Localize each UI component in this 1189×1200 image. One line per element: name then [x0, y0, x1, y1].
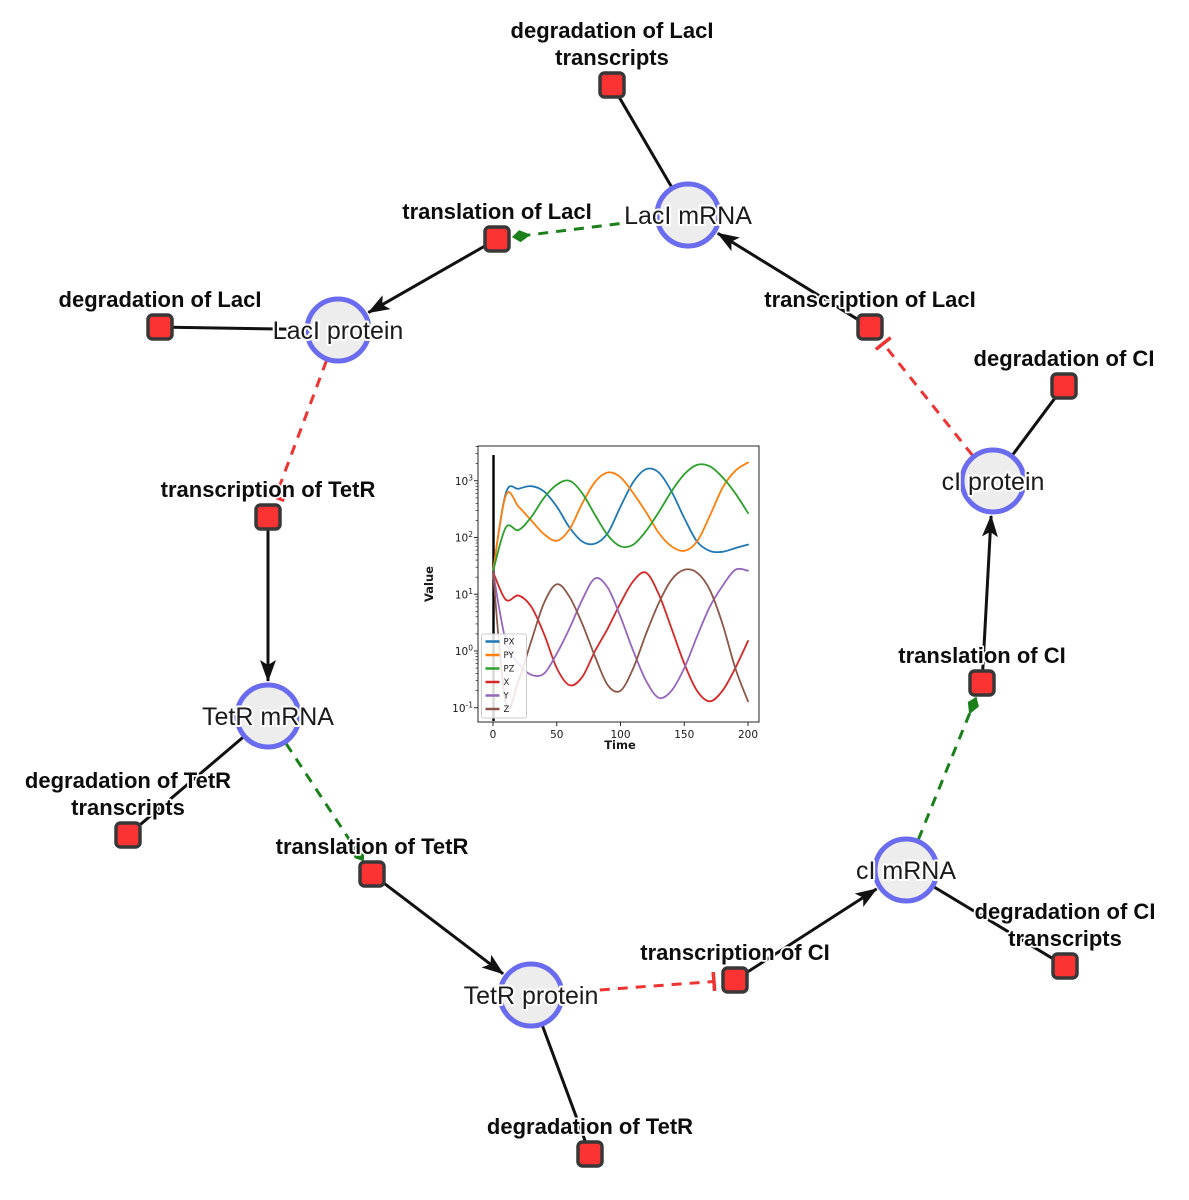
reaction-label-translation-ci-line0: translation of CI — [898, 643, 1065, 668]
reaction-label-translation-laci-line0: translation of LacI — [402, 199, 591, 224]
edge-laci-mrna-to-deg-laci-transcripts — [616, 93, 673, 188]
plot-curve-Y — [492, 567, 749, 700]
reaction-node-deg-tetr-transcripts[interactable] — [114, 821, 142, 849]
edge-transcription-ci-to-ci-mrna — [744, 887, 878, 975]
edge-tetr-mrna-to-deg-tetr-transcripts — [135, 736, 244, 830]
reaction-node-transcription-laci[interactable] — [856, 313, 884, 341]
edge-tetr-protein-to-transcription-ci — [563, 971, 717, 995]
reaction-node-translation-ci[interactable] — [968, 669, 996, 697]
plot-axes-box — [477, 445, 760, 723]
nodes-layer — [114, 71, 1079, 1168]
plot-curve-X — [492, 570, 749, 703]
legend-label-PX: PX — [504, 638, 515, 648]
species-node-tetr-protein[interactable] — [497, 961, 565, 1029]
y-tick-label: 102 — [455, 530, 473, 545]
species-label-ci-mrna: cI mRNA — [856, 857, 956, 885]
reaction-label-deg-ci-transcripts-line1: transcripts — [1008, 926, 1122, 951]
edge-tetr-mrna-to-translation-tetr — [284, 742, 365, 862]
species-label-laci-protein: LacI protein — [273, 317, 404, 345]
reaction-label-deg-tetr-transcripts-line0: degradation of TetR — [25, 768, 231, 793]
edge-ci-mrna-to-translation-ci — [917, 696, 979, 840]
species-node-ci-protein[interactable] — [959, 447, 1027, 515]
x-tick-label: 50 — [550, 729, 563, 741]
species-label-ci-protein: cI protein — [942, 468, 1045, 496]
x-tick-label: 150 — [674, 729, 694, 741]
x-axis-label: Time — [604, 738, 636, 752]
reaction-node-translation-laci[interactable] — [483, 225, 511, 253]
edges-layer — [135, 93, 1059, 1145]
edge-laci-protein-to-transcription-tetr — [265, 360, 328, 503]
y-axis-label: Value — [422, 566, 436, 602]
edge-translation-ci-to-ci-protein — [981, 514, 998, 672]
reaction-label-transcription-ci-line0: transcription of CI — [640, 940, 829, 965]
reaction-label-translation-tetr-line0: translation of TetR — [276, 834, 469, 859]
legend-label-Y: Y — [503, 692, 510, 702]
edge-translation-laci-to-laci-protein — [367, 243, 488, 314]
edge-translation-tetr-to-tetr-protein — [380, 880, 505, 975]
plot-curve-PY — [492, 461, 749, 573]
species-node-laci-mrna[interactable] — [654, 181, 722, 249]
reaction-label-deg-laci-transcripts-line1: transcripts — [555, 45, 669, 70]
plot-curve-PZ — [492, 463, 749, 573]
edge-ci-protein-to-transcription-laci — [874, 336, 974, 457]
edge-ci-mrna-to-deg-ci-transcripts — [933, 885, 1057, 962]
species-node-tetr-mrna[interactable] — [234, 682, 302, 750]
reaction-label-transcription-laci-line0: transcription of LacI — [764, 287, 975, 312]
y-tick-label: 103 — [455, 473, 473, 488]
edge-ci-protein-to-deg-ci — [1011, 393, 1059, 456]
legend-label-X: X — [504, 678, 510, 688]
y-tick-label: 100 — [455, 644, 473, 659]
reaction-label-deg-tetr-transcripts-line1: transcripts — [71, 795, 185, 820]
labels-layer: LacI mRNA LacI protein cI protein TetR mRNA… — [23, 16, 1157, 1141]
reaction-node-deg-tetr[interactable] — [576, 1140, 604, 1168]
reaction-node-deg-ci-transcripts[interactable] — [1051, 952, 1079, 980]
x-tick-label: 0 — [490, 729, 497, 741]
species-node-laci-protein[interactable] — [304, 296, 372, 364]
reaction-node-translation-tetr[interactable] — [358, 860, 386, 888]
legend-label-PZ: PZ — [504, 665, 515, 675]
reaction-label-transcription-tetr-line0: transcription of TetR — [161, 477, 376, 502]
reaction-node-deg-ci[interactable] — [1050, 372, 1078, 400]
species-label-laci-mrna: LacI mRNA — [624, 202, 752, 230]
reaction-node-transcription-ci[interactable] — [721, 966, 749, 994]
edge-laci-mrna-to-translation-laci — [511, 217, 656, 243]
reaction-node-deg-laci-transcripts[interactable] — [598, 71, 626, 99]
reaction-label-deg-tetr-line0: degradation of TetR — [487, 1114, 693, 1139]
x-tick-label: 100 — [610, 729, 630, 741]
reaction-node-deg-laci[interactable] — [146, 313, 174, 341]
reaction-label-deg-laci-line0: degradation of LacI — [59, 287, 262, 312]
reaction-label-deg-laci-transcripts-line0: degradation of LacI — [511, 18, 714, 43]
plot-curve-Z — [492, 568, 749, 710]
plot-curve-PX — [492, 467, 749, 573]
y-tick-label: 10-1 — [452, 700, 473, 715]
species-label-tetr-protein: TetR protein — [464, 982, 599, 1010]
reaction-label-deg-ci-line0: degradation of CI — [974, 346, 1155, 371]
legend-label-PY: PY — [504, 651, 515, 661]
species-label-tetr-mrna: TetR mRNA — [202, 703, 334, 731]
reaction-node-transcription-tetr[interactable] — [254, 503, 282, 531]
edge-transcription-laci-to-laci-mrna — [716, 232, 861, 322]
species-node-ci-mrna[interactable] — [872, 836, 940, 904]
reaction-label-deg-ci-transcripts-line0: degradation of CI — [975, 899, 1156, 924]
x-tick-label: 200 — [738, 729, 758, 741]
edge-tetr-protein-to-deg-tetr — [541, 1025, 588, 1145]
inset-timecourse-plot: 0 50 100 150 200 10-1 100 101 102 103 Value Time PX P… — [422, 445, 760, 752]
y-tick-label: 101 — [455, 587, 473, 602]
legend-label-Z: Z — [504, 705, 510, 715]
edge-laci-protein-to-deg-laci — [170, 325, 306, 331]
